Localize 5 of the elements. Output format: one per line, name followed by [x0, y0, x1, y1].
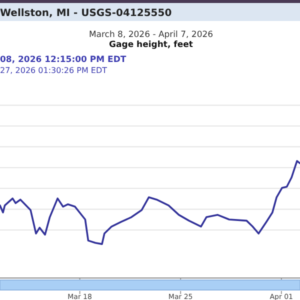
chart-title: Wellston, MI - USGS-04125550	[0, 8, 172, 19]
text: 08, 2026 12:15:00 PM EDT	[0, 55, 126, 65]
text: 27, 2026 01:30:26 PM EDT	[0, 66, 108, 75]
text: Gage height, feet	[109, 40, 193, 50]
chart-subtitle: March 8, 2026 - April 7, 2026	[88, 30, 214, 40]
